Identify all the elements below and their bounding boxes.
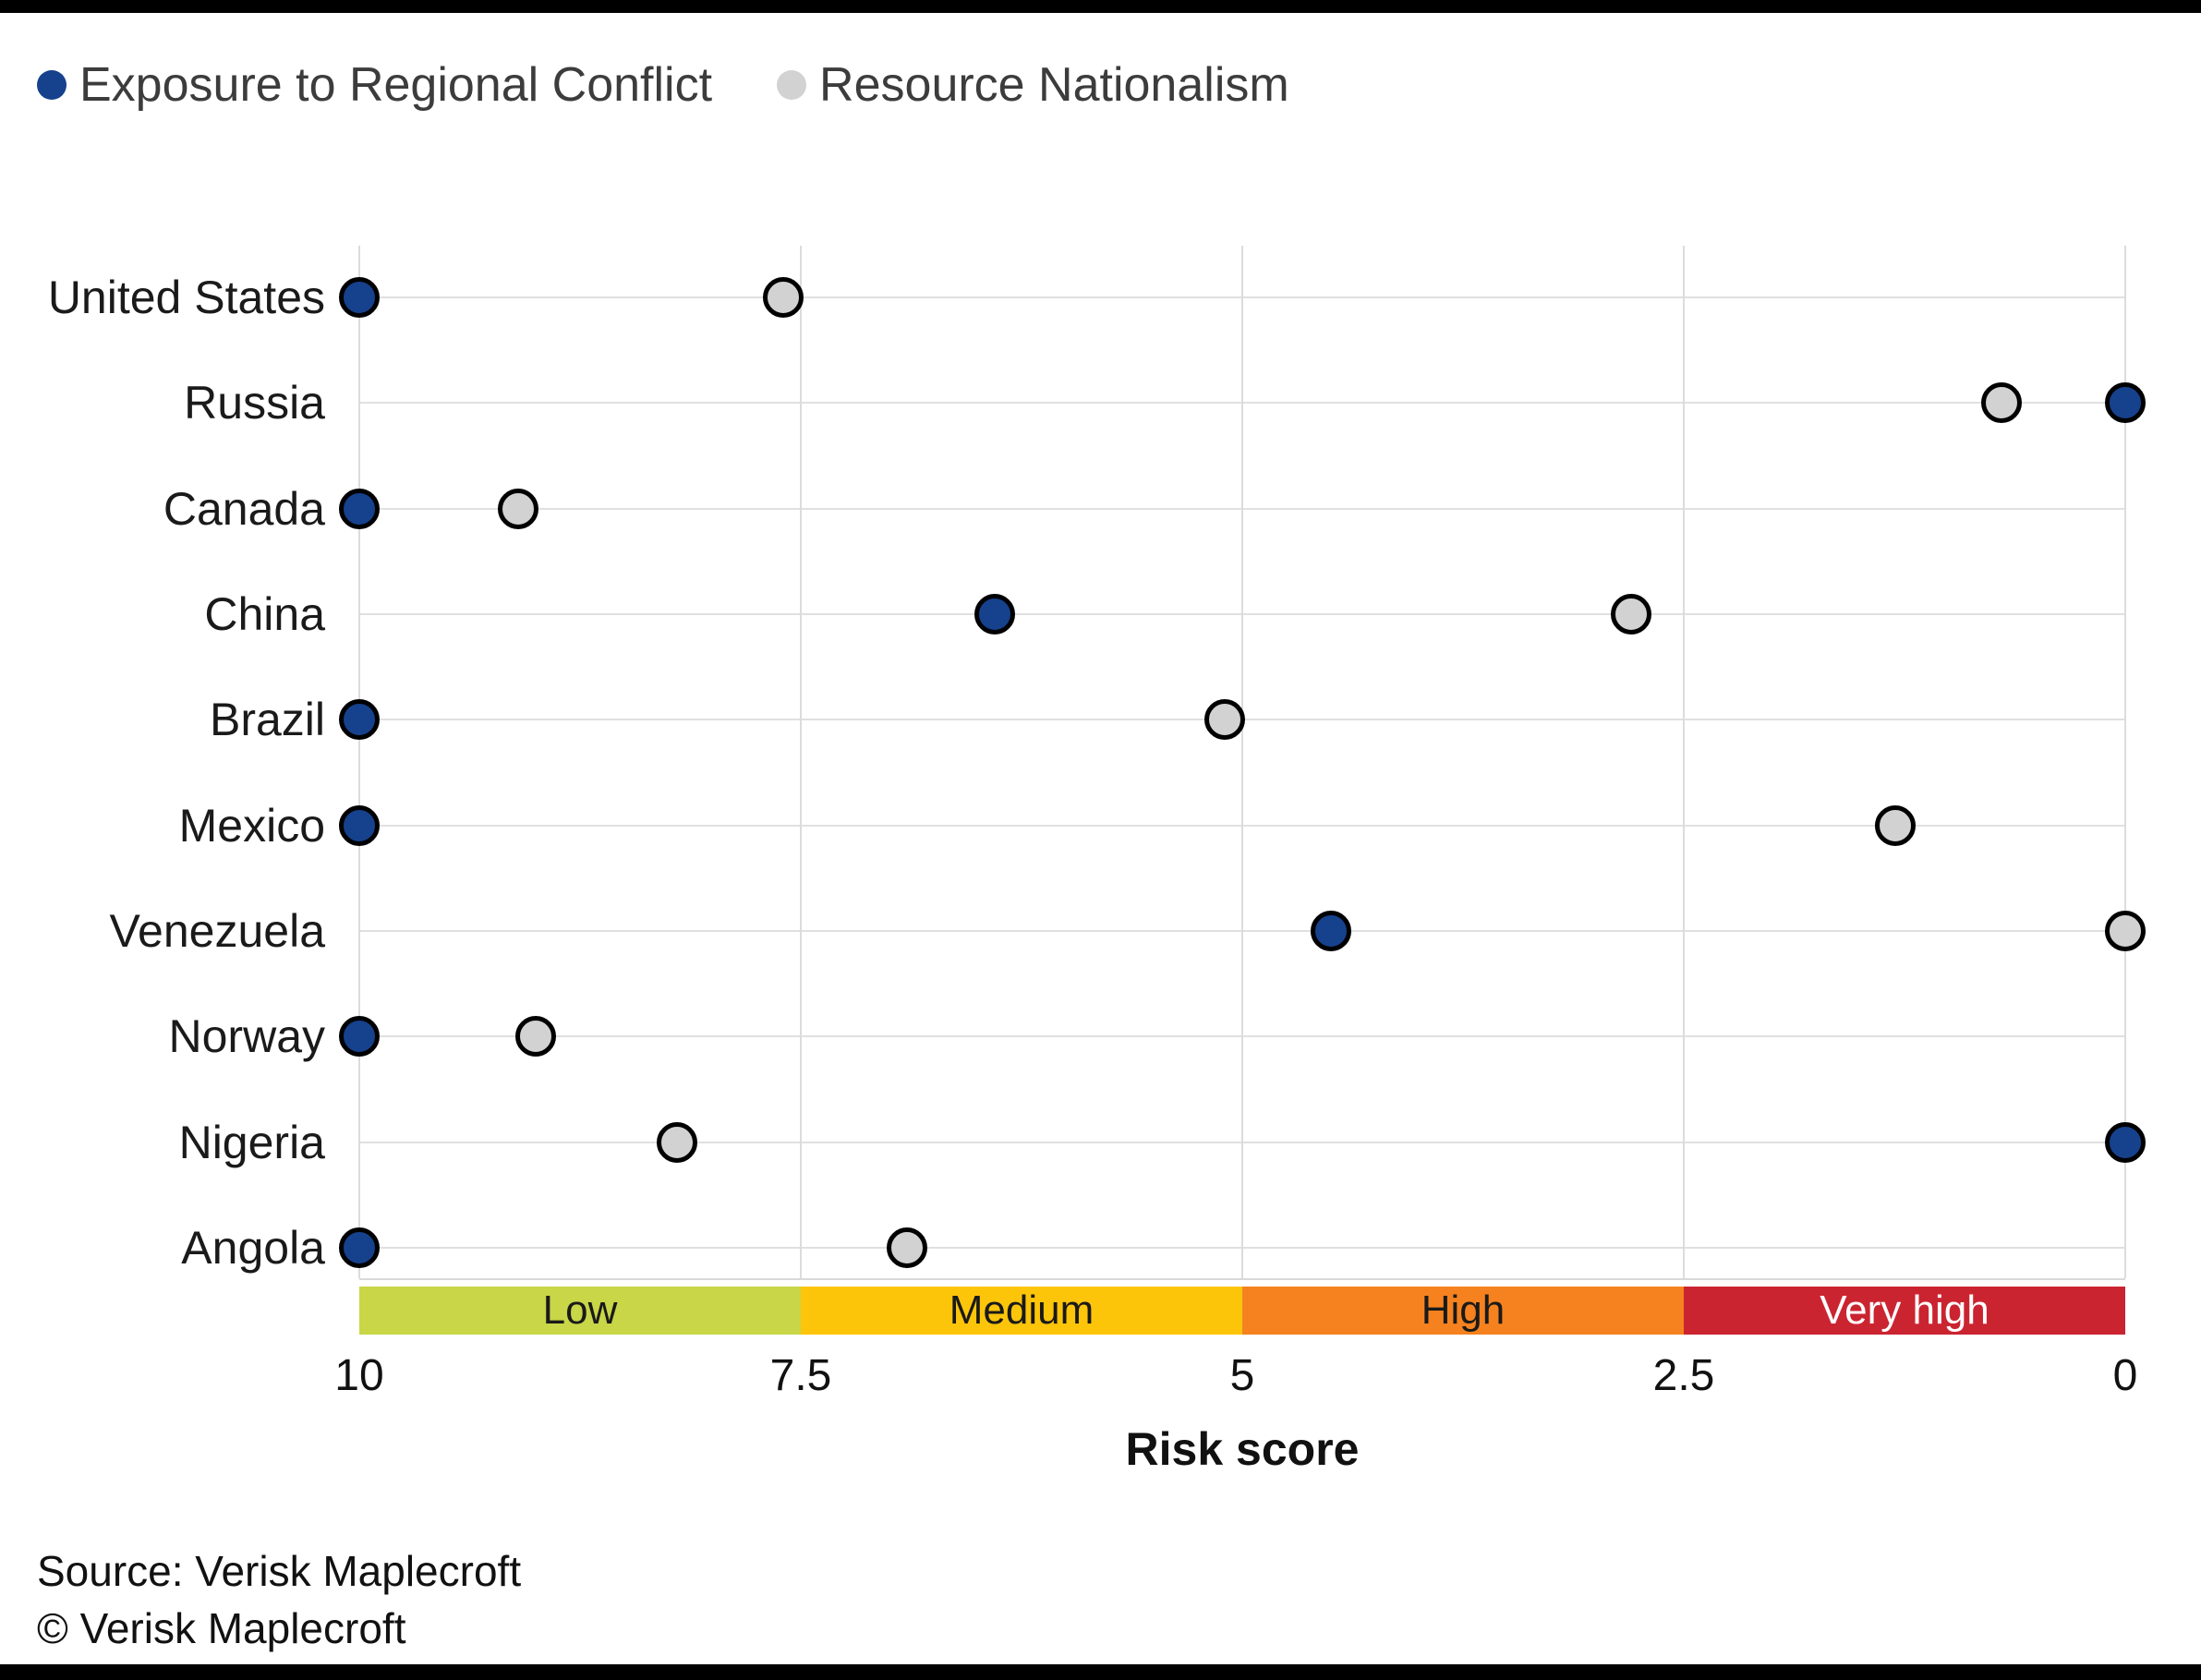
risk-band-medium: Medium — [801, 1287, 1242, 1335]
category-label-brazil: Brazil — [209, 694, 325, 746]
dot-exposure-to-regional-conflict-brazil[interactable] — [339, 699, 380, 741]
x-tick-0: 0 — [2112, 1351, 2138, 1400]
dot-exposure-to-regional-conflict-angola[interactable] — [339, 1227, 380, 1268]
dot-resource-nationalism-canada[interactable] — [498, 488, 539, 529]
dot-resource-nationalism-mexico[interactable] — [1875, 804, 1917, 846]
axis-gridline-10 — [358, 246, 360, 1278]
category-label-norway: Norway — [168, 1010, 325, 1063]
chart-legend: Exposure to Regional Conflict Resource Na… — [37, 57, 1289, 113]
x-tick-10: 10 — [334, 1351, 384, 1400]
x-tick-7.5: 7.5 — [769, 1351, 832, 1400]
dot-exposure-to-regional-conflict-canada[interactable] — [339, 488, 380, 529]
bottom-black-bar — [0, 1664, 2201, 1680]
category-label-russia: Russia — [184, 377, 325, 429]
axis-gridline-0 — [2124, 246, 2126, 1278]
dot-resource-nationalism-brazil[interactable] — [1203, 699, 1245, 741]
dot-exposure-to-regional-conflict-russia[interactable] — [2105, 382, 2146, 424]
dot-resource-nationalism-angola[interactable] — [886, 1227, 927, 1268]
source-text: Source: Verisk Maplecroft — [37, 1547, 522, 1595]
legend-dot-icon — [777, 70, 807, 100]
category-label-venezuela: Venezuela — [109, 904, 325, 957]
category-label-angola: Angola — [181, 1221, 325, 1274]
legend-item-label: Resource Nationalism — [819, 58, 1289, 112]
risk-band-high: High — [1242, 1287, 1684, 1335]
copyright-text: © Verisk Maplecroft — [37, 1604, 406, 1652]
dot-resource-nationalism-russia[interactable] — [1981, 382, 2023, 424]
dot-resource-nationalism-venezuela[interactable] — [2105, 910, 2146, 951]
x-tick-5: 5 — [1229, 1351, 1255, 1400]
category-label-nigeria: Nigeria — [178, 1116, 325, 1168]
x-axis-title: Risk score — [1125, 1423, 1360, 1475]
category-label-canada: Canada — [163, 482, 325, 535]
legend-item-resource-nationalism[interactable]: Resource Nationalism — [777, 57, 1289, 113]
category-label-china: China — [204, 587, 325, 640]
axis-gridline-7.5 — [800, 246, 802, 1278]
dot-exposure-to-regional-conflict-china[interactable] — [974, 593, 1016, 635]
risk-band-low: Low — [359, 1287, 801, 1335]
dot-resource-nationalism-united-states[interactable] — [762, 277, 804, 318]
category-label-united-states: United States — [47, 272, 325, 323]
axis-gridline-2.5 — [1683, 246, 1685, 1278]
dot-exposure-to-regional-conflict-nigeria[interactable] — [2105, 1121, 2146, 1163]
legend-item-exposure-to-regional-conflict[interactable]: Exposure to Regional Conflict — [37, 57, 712, 113]
dot-exposure-to-regional-conflict-norway[interactable] — [339, 1016, 380, 1058]
dot-exposure-to-regional-conflict-united-states[interactable] — [339, 277, 380, 318]
legend-dot-icon — [37, 70, 67, 100]
axis-gridline-5 — [1241, 246, 1243, 1278]
risk-band-very-high: Very high — [1684, 1287, 2125, 1335]
x-axis-line — [359, 1278, 2125, 1280]
dot-exposure-to-regional-conflict-mexico[interactable] — [339, 804, 380, 846]
dot-resource-nationalism-nigeria[interactable] — [657, 1121, 698, 1163]
dot-resource-nationalism-norway[interactable] — [515, 1016, 557, 1058]
x-tick-2.5: 2.5 — [1652, 1351, 1715, 1400]
legend-item-label: Exposure to Regional Conflict — [79, 58, 713, 112]
top-black-bar — [0, 0, 2201, 13]
dot-exposure-to-regional-conflict-venezuela[interactable] — [1310, 910, 1351, 951]
dot-resource-nationalism-china[interactable] — [1610, 593, 1651, 635]
category-label-mexico: Mexico — [178, 799, 325, 852]
